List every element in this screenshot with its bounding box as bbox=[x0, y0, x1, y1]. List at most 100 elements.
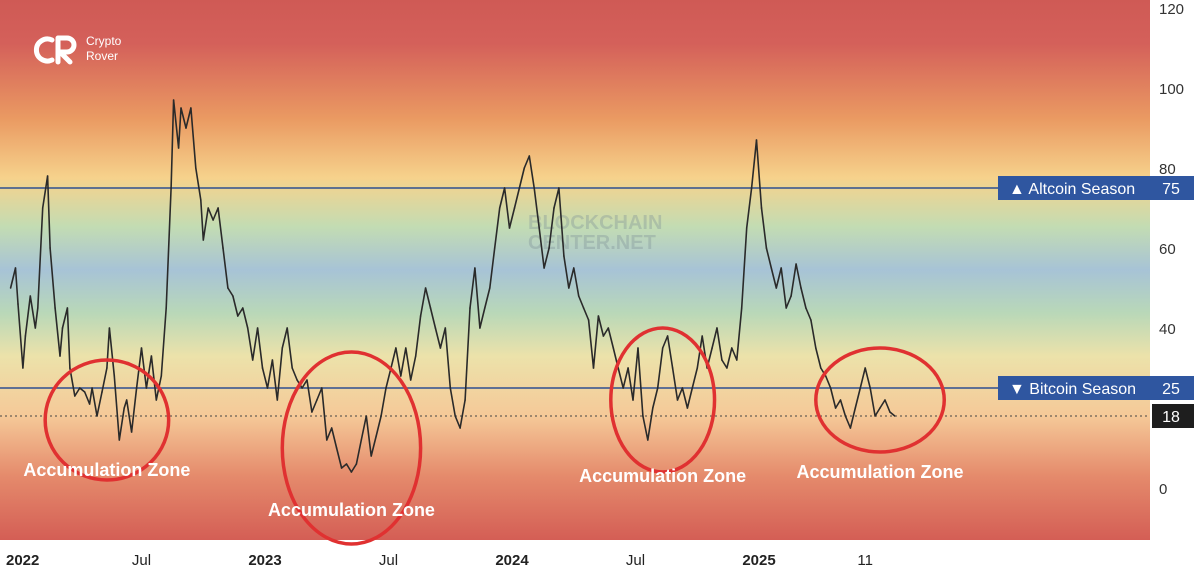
data-point bbox=[41, 207, 44, 209]
accumulation-zone-circle-2 bbox=[280, 350, 423, 546]
data-point bbox=[37, 307, 39, 309]
data-point bbox=[246, 327, 249, 329]
data-point bbox=[538, 227, 540, 229]
data-point bbox=[829, 387, 832, 389]
data-point bbox=[736, 359, 738, 361]
reference-value-75: 75 bbox=[1162, 181, 1180, 198]
data-point bbox=[180, 107, 182, 109]
data-point bbox=[454, 415, 457, 417]
data-point bbox=[573, 267, 575, 269]
data-point bbox=[780, 267, 782, 269]
data-point bbox=[200, 199, 202, 201]
data-point bbox=[805, 307, 807, 309]
data-point bbox=[340, 467, 343, 469]
data-point bbox=[222, 247, 224, 249]
data-point bbox=[165, 307, 167, 309]
data-point bbox=[296, 379, 298, 381]
data-point bbox=[750, 187, 753, 189]
data-point bbox=[409, 379, 412, 381]
data-point bbox=[637, 347, 639, 349]
reference-lines-layer: ▲ Altcoin Season 75 ▼ Bitcoin Season 25 18 bbox=[0, 176, 1194, 428]
data-point bbox=[212, 219, 214, 221]
current-value-label: 18 bbox=[1162, 409, 1180, 426]
crypto-rover-logo-icon bbox=[33, 35, 77, 65]
watermark: BLOCKCHAIN CENTER.NET bbox=[528, 212, 662, 254]
data-point bbox=[528, 155, 531, 157]
data-point bbox=[54, 307, 56, 309]
data-point bbox=[469, 307, 471, 309]
data-point bbox=[59, 355, 61, 357]
data-point bbox=[479, 327, 481, 329]
data-point bbox=[316, 399, 318, 401]
data-point bbox=[444, 327, 447, 329]
data-point bbox=[46, 175, 49, 177]
data-point bbox=[400, 375, 402, 377]
data-point bbox=[775, 287, 778, 289]
data-point bbox=[24, 335, 27, 337]
data-point bbox=[839, 399, 842, 401]
x-tick-label-Jul: Jul bbox=[132, 552, 151, 569]
data-point bbox=[563, 255, 565, 257]
data-point bbox=[894, 415, 896, 417]
y-axis-band bbox=[1150, 0, 1200, 577]
data-point bbox=[498, 207, 501, 209]
data-point bbox=[592, 367, 595, 369]
data-point bbox=[493, 247, 496, 249]
watermark-line-1: BLOCKCHAIN bbox=[528, 212, 662, 234]
data-point bbox=[716, 327, 718, 329]
data-point bbox=[711, 347, 713, 349]
x-tick-label-2022: 2022 bbox=[6, 552, 39, 569]
data-point bbox=[185, 127, 187, 129]
data-point bbox=[101, 391, 103, 393]
data-point bbox=[150, 355, 153, 357]
brand-line-1: Crypto bbox=[86, 34, 122, 48]
data-point bbox=[266, 387, 269, 389]
data-point bbox=[170, 187, 172, 189]
reference-label-75: ▲ Altcoin Season bbox=[1009, 181, 1135, 198]
data-point bbox=[874, 415, 876, 417]
data-point bbox=[9, 287, 12, 289]
data-point bbox=[612, 347, 615, 349]
data-point bbox=[745, 227, 748, 229]
data-point bbox=[281, 347, 284, 349]
data-point bbox=[849, 427, 852, 429]
data-point bbox=[125, 399, 128, 401]
data-point bbox=[96, 415, 98, 417]
accumulation-zone-label-2: Accumulation Zone bbox=[268, 500, 435, 520]
accumulation-zone-circle-4 bbox=[814, 346, 947, 454]
accumulation-zone-label-4: Accumulation Zone bbox=[797, 462, 964, 482]
watermark-line-2: CENTER.NET bbox=[528, 232, 656, 254]
data-point bbox=[61, 327, 64, 329]
data-point bbox=[622, 387, 624, 389]
data-point bbox=[760, 207, 763, 209]
data-point bbox=[820, 367, 822, 369]
data-point bbox=[135, 387, 138, 389]
data-point bbox=[34, 327, 37, 329]
data-point bbox=[661, 347, 664, 349]
reference-value-25: 25 bbox=[1162, 381, 1180, 398]
accumulation-zone-circle-3 bbox=[609, 326, 717, 474]
data-point bbox=[696, 367, 699, 369]
data-point bbox=[14, 267, 17, 269]
y-tick-label-0: 0 bbox=[1159, 481, 1167, 498]
data-point bbox=[691, 387, 694, 389]
data-point bbox=[261, 367, 264, 369]
data-point bbox=[69, 367, 71, 369]
y-tick-label-120: 120 bbox=[1159, 1, 1184, 18]
data-point bbox=[242, 307, 244, 309]
data-point bbox=[765, 247, 768, 249]
data-point bbox=[884, 399, 886, 401]
data-point bbox=[271, 359, 274, 361]
data-point bbox=[533, 187, 535, 189]
data-point bbox=[118, 439, 121, 441]
reference-label-box-75 bbox=[998, 176, 1152, 200]
data-point bbox=[548, 247, 550, 249]
data-point bbox=[375, 435, 378, 437]
data-point bbox=[810, 319, 812, 321]
data-point bbox=[666, 335, 669, 337]
data-point bbox=[330, 427, 333, 429]
data-point bbox=[656, 387, 659, 389]
y-tick-label-40: 40 bbox=[1159, 321, 1176, 338]
data-point bbox=[227, 287, 229, 289]
data-point bbox=[489, 287, 491, 289]
